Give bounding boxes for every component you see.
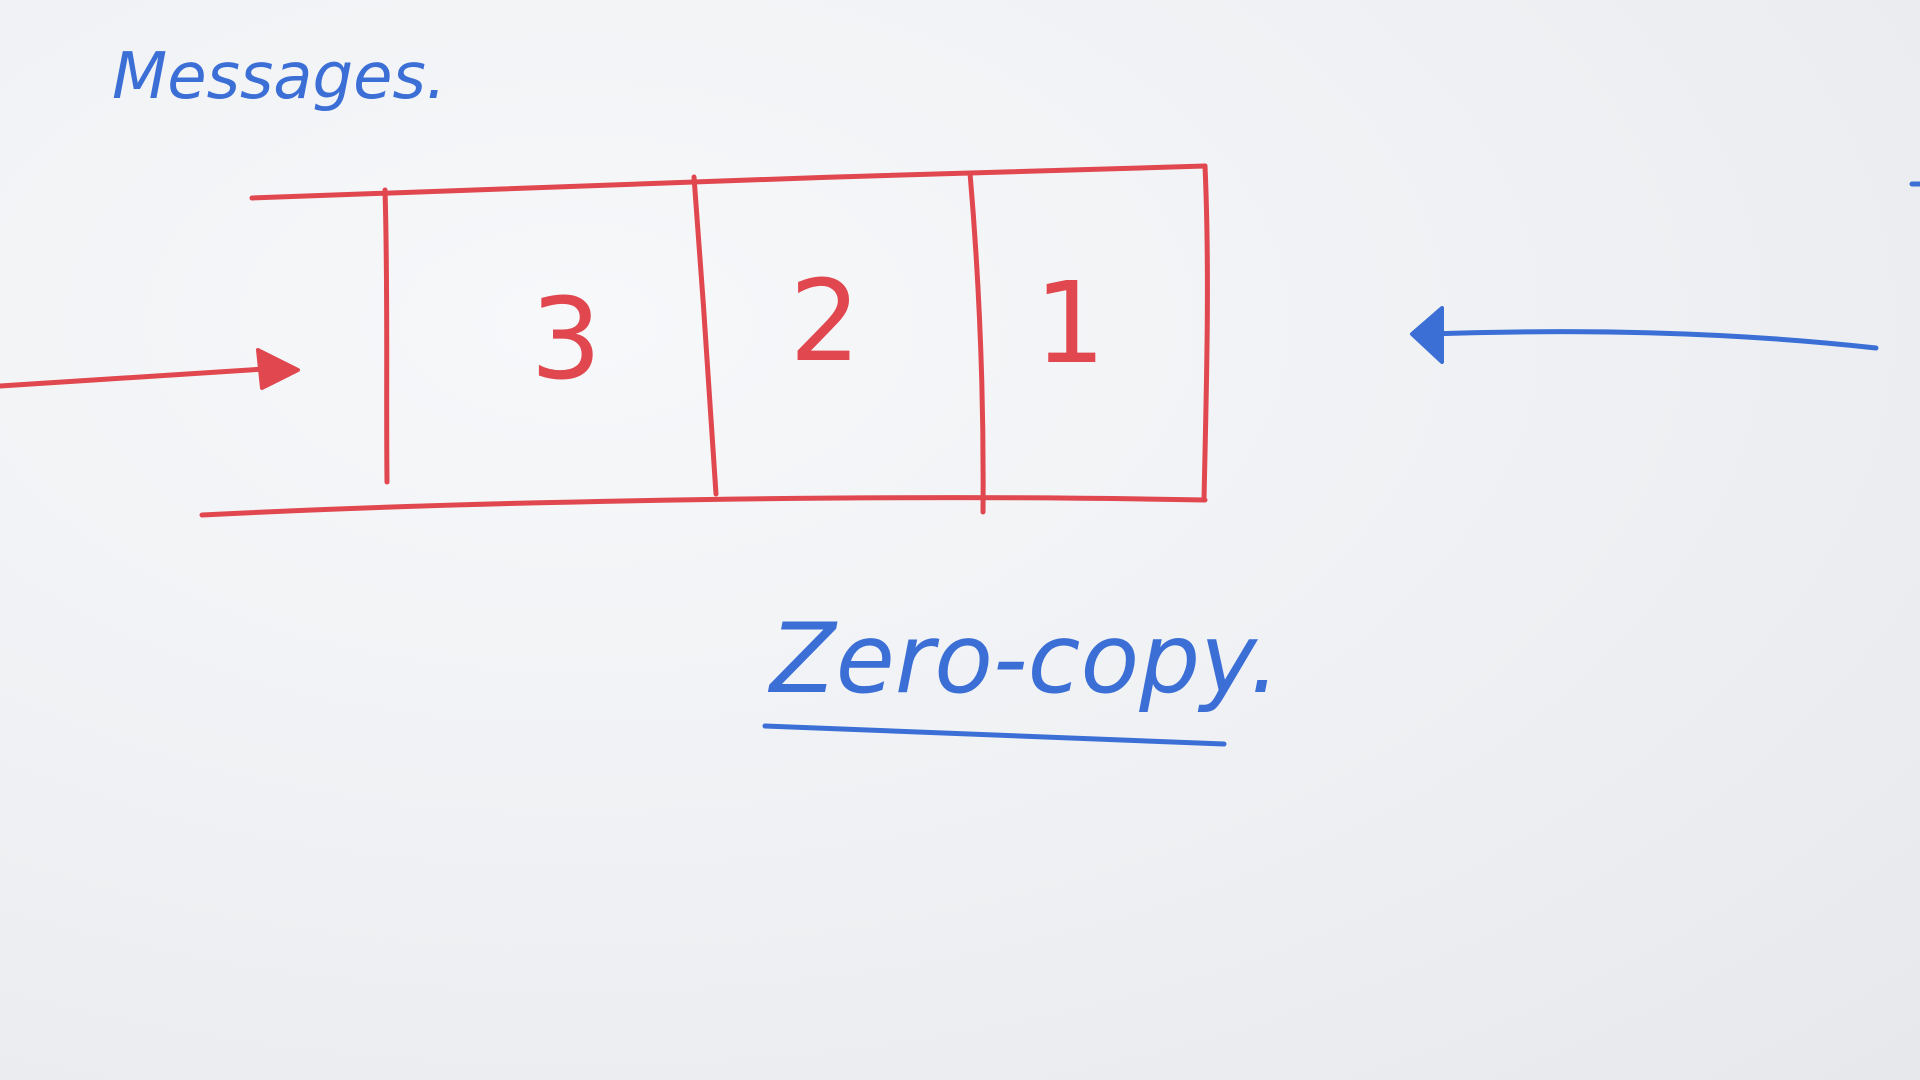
arrow-left-icon — [1410, 306, 1879, 364]
queue-divider-1 — [382, 187, 390, 485]
queue-top-edge — [249, 163, 1208, 201]
queue-box — [199, 163, 1210, 518]
queue-right-edge — [1201, 163, 1210, 503]
arrow-right-icon — [0, 348, 300, 390]
queue-slot-1: 1 — [1034, 259, 1105, 389]
queue-bottom-edge — [199, 495, 1208, 518]
caption-underline — [762, 723, 1227, 747]
queue-divider-3 — [967, 170, 986, 515]
queue-divider-2 — [691, 174, 719, 497]
title-text: Messages. — [112, 40, 446, 114]
caption-text: Zero-copy. — [767, 603, 1280, 715]
queue-slot-3: 3 — [530, 275, 601, 405]
queue-slot-2: 2 — [789, 257, 860, 387]
